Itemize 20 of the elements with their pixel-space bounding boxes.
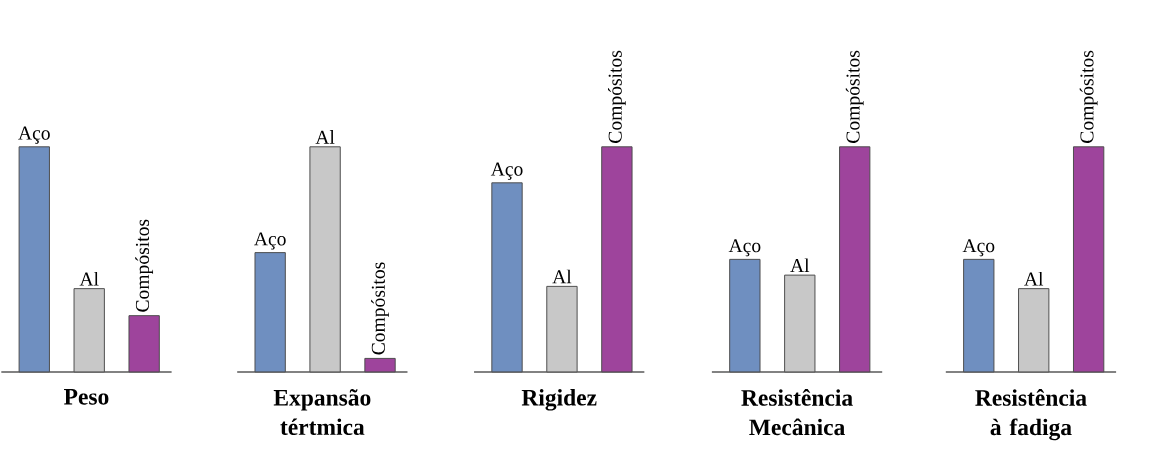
x-tick-label: Compósitos [1079,50,1098,143]
x-tick-label: Compósitos [371,262,389,355]
x-tick-label: Al [1024,271,1044,286]
text: Peso [64,389,109,405]
x-tick-label: Aço [254,232,286,250]
text: Resistência Mecânica [741,389,853,436]
x-tick-label: Aço [728,239,761,257]
x-tick-label: Aço [490,162,523,180]
text: Rigidez [521,389,597,411]
text: Resistência à fadiga [975,389,1087,441]
x-tick-label: Al [315,130,335,144]
x-tick-label: Compósitos [845,50,864,143]
x-tick-label: Al [790,258,810,273]
x-tick-label: Compósitos [607,50,626,143]
x-tick-label: Al [552,269,572,284]
x-tick-label: Al [79,271,99,286]
x-tick-label: Aço [18,126,50,144]
x-tick-label: Compósitos [135,219,154,312]
text: Expansão tértmica [273,389,371,436]
x-tick-label: Aço [962,239,995,257]
